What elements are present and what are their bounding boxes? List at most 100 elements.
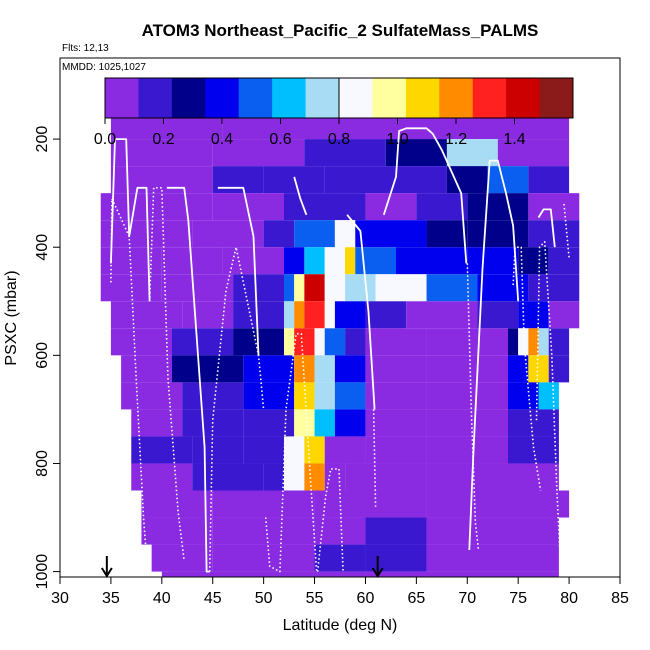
heatmap-cell-43	[548, 247, 580, 275]
heatmap-cell-111	[365, 409, 427, 437]
colorbar-swatch-13	[539, 78, 574, 118]
heatmap-cell-124	[192, 463, 264, 491]
x-tick-label-1: 35	[102, 590, 120, 607]
heatmap-cell-64	[365, 301, 407, 329]
colorbar-swatch-4	[238, 78, 273, 118]
heatmap-cell-99	[314, 382, 335, 410]
heatmap-cell-81	[528, 328, 539, 356]
heatmap-cell-122	[508, 436, 559, 464]
heatmap-cell-26	[294, 220, 335, 248]
x-axis-label: Latitude (deg N)	[283, 617, 398, 634]
colorbar-tick-label-2: 0.4	[211, 131, 233, 148]
heatmap-cell-30	[467, 220, 529, 248]
heatmap-cell-94	[548, 355, 570, 383]
colorbar-swatch-8	[372, 78, 407, 118]
y-tick-label-3: 800	[34, 450, 51, 477]
heatmap-cell-63	[334, 301, 366, 329]
colorbar-tick-label-0: 0.0	[94, 131, 116, 148]
flight-track-13	[468, 159, 520, 551]
heatmap-cell-127	[304, 463, 325, 491]
heatmap-cell-107	[243, 409, 295, 437]
heatmap-cell-23	[100, 220, 193, 248]
heatmap-cell-93	[528, 355, 549, 383]
heatmap-cell-149	[161, 571, 559, 577]
heatmap-cell-89	[334, 355, 366, 383]
heatmap-cell-100	[334, 382, 366, 410]
heatmap-cell-141	[426, 517, 508, 545]
heatmap-cell-88	[314, 355, 335, 383]
heatmap-cell-82	[538, 328, 549, 356]
heatmap-cell-66	[477, 301, 519, 329]
heatmap-cell-12	[396, 166, 447, 194]
heatmap-cell-72	[284, 328, 295, 356]
down-arrow-marker-0	[100, 556, 113, 578]
flight-track-12	[466, 263, 480, 551]
x-tick-label-2: 40	[153, 590, 171, 607]
heatmap-cell-87	[294, 355, 315, 383]
heatmap-cell-145	[314, 544, 366, 572]
lat-markers	[100, 556, 384, 578]
y-axis: 200 400 600 800 1000	[34, 126, 60, 590]
heatmap-cell-13	[446, 166, 488, 194]
heatmap-cell-77	[365, 328, 427, 356]
x-tick-label-10: 80	[560, 590, 578, 607]
heatmap-cell-85	[172, 355, 244, 383]
x-tick-label-9: 75	[509, 590, 527, 607]
heatmap-cell-9	[212, 166, 264, 194]
colorbar-swatch-0	[105, 78, 139, 118]
colorbar-tick-label-3: 0.6	[269, 131, 291, 148]
heatmap-cell-76	[345, 328, 366, 356]
heatmap-cell-59	[284, 301, 295, 329]
heatmap-cell-46	[233, 274, 284, 302]
heatmap-cells	[100, 117, 580, 577]
heatmap-cell-144	[212, 544, 315, 572]
heatmap-cell-126	[284, 463, 305, 491]
heatmap-cell-102	[426, 382, 508, 410]
heatmap-cell-147	[426, 544, 508, 572]
heatmap-cell-28	[355, 220, 427, 248]
heatmap-cell-2	[110, 139, 213, 167]
heatmap-cell-37	[324, 247, 346, 275]
y-axis-label: PSXC (mbar)	[3, 270, 20, 365]
heatmap-cell-120	[365, 436, 427, 464]
heatmap-cell-84	[121, 355, 172, 383]
down-arrow-marker-1	[371, 556, 384, 578]
heatmap-cell-3	[212, 139, 305, 167]
heatmap-cell-73	[294, 328, 315, 356]
heatmap-cell-130	[426, 463, 508, 491]
colorbar-swatch-2	[171, 78, 206, 118]
flight-track-15	[535, 241, 562, 572]
heatmap-cell-90	[365, 355, 427, 383]
flight-track-2	[148, 187, 185, 561]
heatmap-cell-42	[518, 247, 549, 275]
heatmap-cell-137	[141, 517, 213, 545]
heatmap-cell-11	[324, 166, 396, 194]
heatmap-cell-98	[294, 382, 315, 410]
plot-frame	[59, 57, 621, 578]
heatmap-cell-29	[426, 220, 468, 248]
flight-track-14	[512, 246, 542, 491]
heatmap-cell-91	[426, 355, 508, 383]
colorbar-swatch-7	[339, 78, 373, 118]
flight-tracks	[110, 127, 570, 573]
heatmap-cell-103	[508, 382, 539, 410]
heatmap-cell-101	[365, 382, 427, 410]
colorbar-tick-label-5: 1.0	[386, 131, 408, 148]
y-tick-label-1: 400	[34, 234, 51, 261]
colorbar-swatch-1	[138, 78, 173, 118]
heatmap-cell-86	[243, 355, 295, 383]
heatmap-cell-48	[294, 274, 305, 302]
heatmap-cell-148	[508, 544, 559, 572]
heatmap-cell-78	[426, 328, 508, 356]
heatmap-cell-69	[110, 328, 172, 356]
colorbar-tick-label-4: 0.8	[328, 131, 350, 148]
flight-track-4	[217, 186, 260, 356]
heatmap-cell-32	[100, 247, 162, 275]
y-tick-label-4: 1000	[34, 554, 51, 590]
heatmap-cell-146	[365, 544, 427, 572]
heatmap-cell-15	[528, 166, 570, 194]
heatmap-cell-97	[243, 382, 295, 410]
heatmap-cell-129	[345, 463, 427, 491]
heatmap-cell-79	[508, 328, 519, 356]
y-tick-label-0: 200	[34, 126, 51, 153]
